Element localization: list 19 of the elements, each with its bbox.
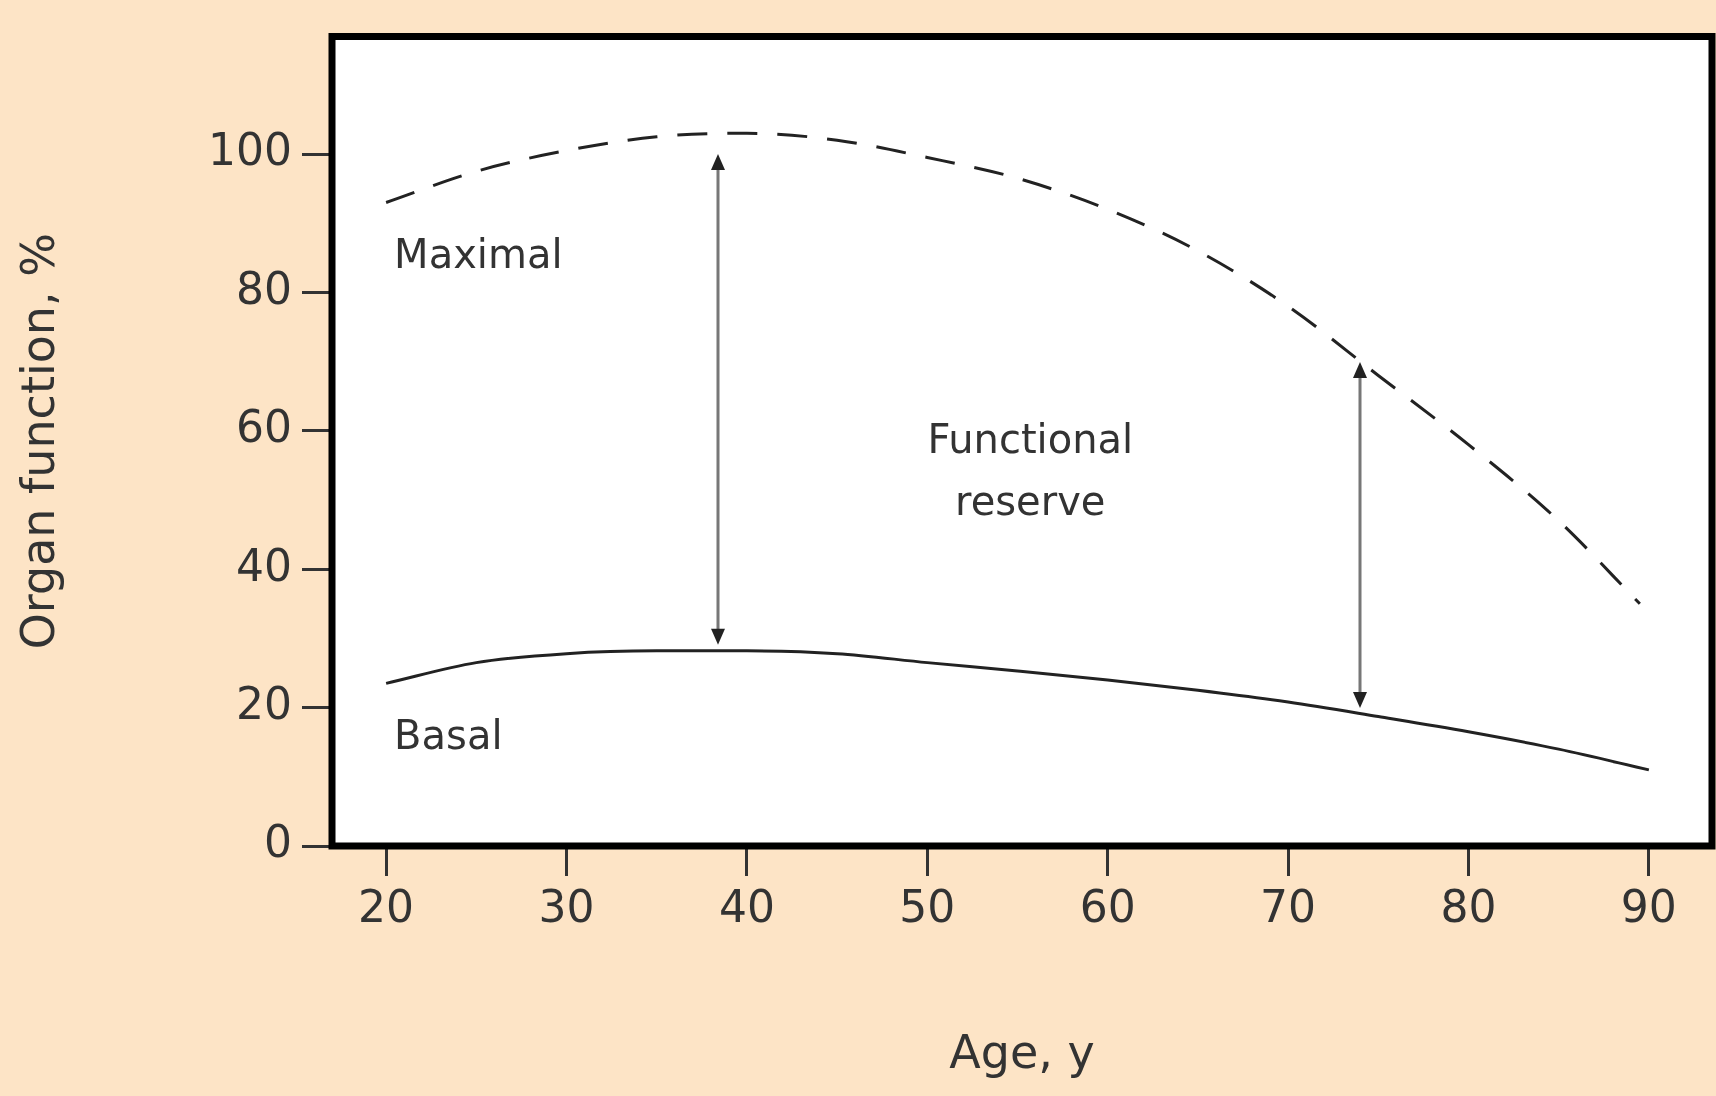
x-tick-label: 50 (899, 880, 956, 932)
x-tick-label: 20 (358, 880, 415, 932)
annotation: Functional reserve (927, 415, 1134, 524)
x-tick-label: 80 (1440, 880, 1497, 932)
y-axis-title: Organ function, % (10, 233, 65, 650)
x-tick-label: 60 (1079, 880, 1136, 932)
y-tick-label: 80 (236, 262, 292, 314)
series-label: Basal (394, 711, 503, 758)
y-tick-label: 20 (236, 678, 292, 730)
series-label: Maximal (394, 230, 563, 277)
x-axis-title: Age, y (949, 1025, 1095, 1080)
y-tick-label: 0 (264, 816, 292, 868)
y-tick-label: 100 (208, 124, 292, 176)
x-tick-label: 70 (1260, 880, 1317, 932)
y-tick-label: 60 (236, 401, 292, 453)
x-tick-label: 90 (1620, 880, 1677, 932)
x-tick-label: 30 (538, 880, 595, 932)
y-tick-label: 40 (236, 539, 292, 591)
x-tick-label: 40 (718, 880, 775, 932)
